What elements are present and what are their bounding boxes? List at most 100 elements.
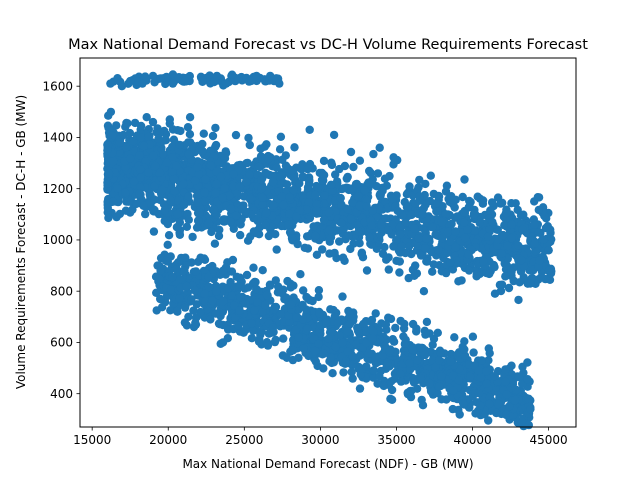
data-point (278, 155, 287, 164)
data-point (135, 189, 144, 198)
data-point (285, 209, 294, 219)
data-point (196, 253, 205, 262)
data-point (485, 269, 494, 279)
data-point (142, 113, 151, 122)
data-point (369, 149, 378, 159)
data-point (523, 375, 532, 384)
data-point (309, 222, 318, 231)
data-point (421, 330, 430, 339)
data-point (472, 270, 481, 279)
data-point (352, 179, 361, 189)
data-point (231, 130, 241, 140)
data-point (485, 225, 494, 235)
data-point (198, 76, 207, 85)
data-point (416, 374, 426, 383)
data-point (229, 170, 238, 179)
data-point (247, 334, 257, 343)
data-point (247, 319, 256, 328)
data-point (104, 111, 113, 120)
data-point (229, 181, 238, 191)
data-point (403, 202, 413, 211)
data-point (500, 221, 509, 230)
data-point (187, 295, 196, 304)
data-point (416, 251, 426, 260)
data-point (492, 408, 501, 418)
data-point (251, 277, 260, 287)
data-point (534, 205, 543, 215)
data-point (414, 234, 423, 243)
data-point (284, 220, 293, 230)
data-point (497, 280, 507, 289)
data-point (432, 198, 441, 208)
data-point (285, 193, 294, 202)
data-point (415, 175, 424, 185)
data-point (279, 334, 288, 343)
x-tick-label: 35000 (377, 433, 415, 447)
data-point (409, 378, 419, 387)
data-point (121, 188, 130, 198)
data-point (355, 239, 364, 248)
data-point (375, 143, 384, 152)
data-point (264, 231, 274, 241)
data-point (282, 353, 292, 362)
data-point (367, 240, 376, 249)
data-point (335, 237, 344, 246)
data-point (180, 303, 190, 312)
data-point (501, 365, 510, 374)
data-point (254, 162, 264, 171)
data-point (195, 208, 204, 217)
data-point (328, 369, 337, 378)
data-point (172, 161, 181, 170)
data-point (371, 359, 381, 368)
data-point (268, 201, 278, 210)
data-point (277, 288, 286, 298)
data-point (192, 223, 202, 232)
data-point (421, 243, 430, 252)
data-point (450, 203, 459, 212)
data-point (212, 179, 221, 189)
data-point (502, 208, 511, 218)
data-point (168, 79, 177, 88)
data-point (383, 226, 393, 235)
data-point (434, 192, 444, 201)
data-point (277, 221, 286, 231)
data-point (184, 192, 193, 201)
data-point (313, 183, 323, 193)
data-point (442, 181, 452, 190)
data-point (460, 208, 469, 217)
data-point (485, 349, 494, 358)
data-point (544, 246, 553, 255)
data-point (266, 281, 275, 290)
data-point (373, 169, 383, 178)
data-point (157, 185, 167, 195)
data-point (144, 132, 153, 141)
data-point (502, 261, 512, 270)
data-point (252, 71, 261, 81)
data-point (271, 335, 280, 345)
data-point (465, 202, 474, 211)
data-point (212, 287, 221, 296)
data-point (493, 399, 503, 409)
data-point (302, 292, 311, 302)
y-tick-label: 400 (50, 387, 73, 401)
data-point (271, 230, 280, 239)
data-point (433, 207, 442, 216)
data-point (405, 359, 414, 368)
data-point (534, 193, 544, 202)
data-point (293, 239, 302, 249)
data-point (185, 130, 195, 139)
data-point (546, 225, 555, 234)
data-point (395, 230, 405, 239)
data-point (245, 140, 254, 150)
data-point (201, 197, 210, 206)
data-point (292, 212, 301, 221)
x-tick-label: 20000 (149, 433, 187, 447)
data-point (368, 206, 377, 215)
data-point (219, 215, 228, 224)
data-point (498, 230, 508, 240)
data-point (103, 146, 112, 155)
data-point (299, 286, 308, 295)
data-point (468, 332, 478, 341)
data-point (482, 367, 491, 376)
